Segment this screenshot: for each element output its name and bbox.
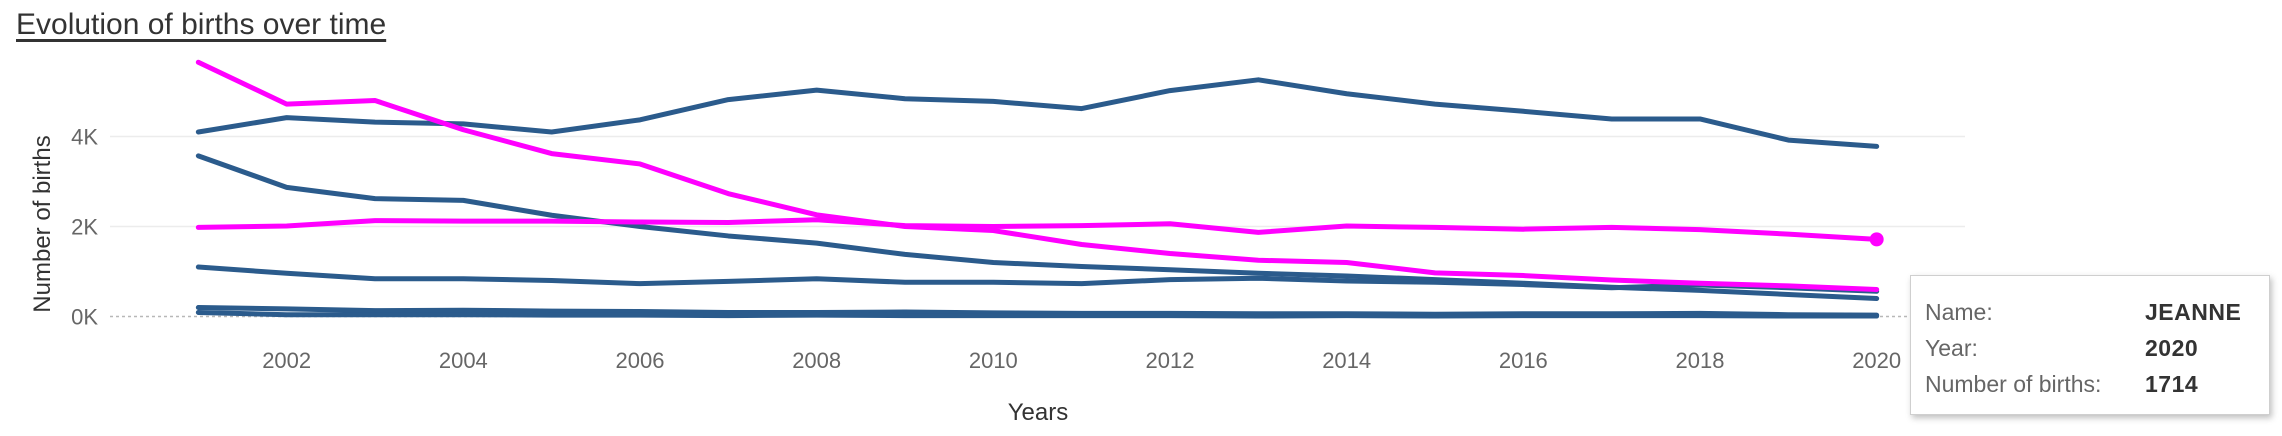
series-line-6[interactable] bbox=[195, 59, 1880, 292]
x-tick-label: 2010 bbox=[969, 348, 1018, 373]
tooltip: Name: JEANNE Year: 2020 Number of births… bbox=[1910, 275, 2270, 415]
tooltip-name-label: Name: bbox=[1925, 298, 1993, 325]
tooltip-row-year: Year: 2020 bbox=[1925, 330, 2255, 366]
tooltip-year-label: Year: bbox=[1925, 334, 1978, 361]
x-tick-label: 2004 bbox=[439, 348, 488, 373]
tooltip-births-value: 1714 bbox=[2145, 370, 2199, 397]
highlight-marker bbox=[1869, 232, 1884, 247]
tooltip-row-births: Number of births: 1714 bbox=[1925, 366, 2255, 402]
chart-title: Evolution of births over time bbox=[16, 8, 387, 41]
y-tick-label: 4K bbox=[71, 125, 98, 150]
x-tick-label: 2006 bbox=[616, 348, 665, 373]
x-tick-label: 2012 bbox=[1146, 348, 1195, 373]
series-line-5[interactable] bbox=[195, 309, 1880, 319]
series-line-3[interactable] bbox=[195, 264, 1880, 294]
y-tick-label: 2K bbox=[71, 215, 98, 240]
x-axis-label: Years bbox=[1008, 399, 1069, 426]
tooltip-row-name: Name: JEANNE bbox=[1925, 294, 2255, 330]
series-line-7[interactable] bbox=[195, 217, 1880, 242]
y-axis-label: Number of births bbox=[29, 135, 56, 312]
y-axis-ticks: 0K 2K 4K bbox=[71, 125, 98, 330]
series-lines[interactable] bbox=[195, 59, 1880, 319]
tooltip-year-value: 2020 bbox=[2145, 334, 2199, 361]
y-tick-label: 0K bbox=[71, 305, 98, 330]
x-tick-label: 2020 bbox=[1852, 348, 1901, 373]
series-line-1[interactable] bbox=[195, 77, 1880, 149]
highlight-point bbox=[1869, 232, 1884, 247]
tooltip-name-value: JEANNE bbox=[2145, 298, 2242, 325]
tooltip-births-label: Number of births: bbox=[1925, 370, 2102, 397]
x-tick-label: 2008 bbox=[792, 348, 841, 373]
x-tick-label: 2016 bbox=[1499, 348, 1548, 373]
x-tick-label: 2014 bbox=[1322, 348, 1371, 373]
x-axis-ticks: 2002 2004 2006 2008 2010 2012 2014 2016 2018 2020 bbox=[262, 348, 1901, 373]
x-tick-label: 2002 bbox=[262, 348, 311, 373]
x-tick-label: 2018 bbox=[1676, 348, 1725, 373]
